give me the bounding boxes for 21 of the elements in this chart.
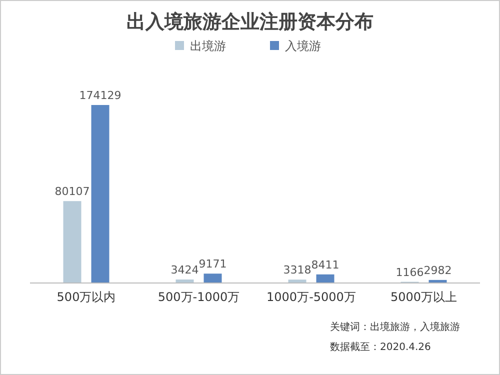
text: 关键词：出境旅游，入境旅游 — [330, 321, 460, 333]
chart-title: 出入境旅游企业注册资本分布 — [126, 11, 374, 33]
data-label: 1166 — [396, 266, 424, 279]
x-tick-label: 500万以内 — [56, 290, 116, 304]
bar — [316, 274, 334, 283]
data-label: 9171 — [198, 258, 227, 271]
data-label: 8411 — [311, 258, 340, 272]
data-label: 3318 — [283, 264, 312, 277]
bar — [204, 274, 222, 283]
data-label: 3424 — [170, 264, 199, 276]
x-tick-label: 500万-1000万 — [158, 290, 240, 304]
x-tick-label: 5000万以上 — [390, 290, 458, 304]
data-label: 80107 — [54, 185, 90, 198]
x-tick-label: 1000万-5000万 — [266, 290, 356, 304]
text: 数据截至：2020.4.26 — [330, 341, 431, 353]
data-label: 174129 — [79, 89, 122, 102]
bar — [63, 201, 82, 283]
legend-label: 入境游 — [285, 39, 321, 53]
legend-label: 出境游 — [190, 39, 226, 53]
bar — [91, 105, 110, 283]
data-label: 2982 — [424, 264, 452, 277]
